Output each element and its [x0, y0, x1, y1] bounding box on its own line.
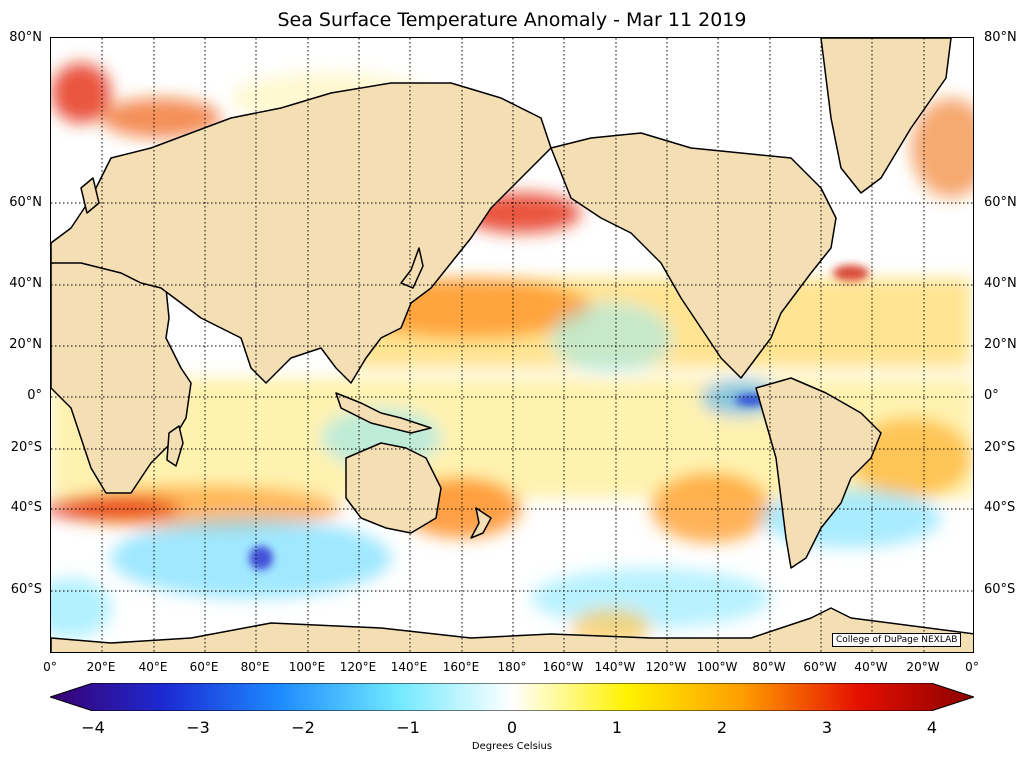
- colorbar-tick: 2: [716, 718, 728, 737]
- lon-label: 0°: [965, 660, 979, 674]
- lat-label-80n-left: 80°N: [9, 30, 42, 45]
- eurasia-land: [51, 82, 552, 384]
- lat-label-60n-left: 60°N: [9, 195, 42, 210]
- lon-label: 60°E: [189, 660, 219, 674]
- lat-label-20n-right: 20°N: [984, 337, 1017, 352]
- lon-label: 120°W: [645, 660, 687, 674]
- greenland-land: [820, 38, 952, 194]
- lat-label-20s-right: 20°S: [984, 440, 1016, 455]
- lon-label: 160°W: [542, 660, 584, 674]
- lon-label: 180°: [497, 660, 527, 674]
- lon-label: 140°E: [390, 660, 428, 674]
- lat-label-80n-right: 80°N: [984, 30, 1017, 45]
- lon-label: 120°E: [339, 660, 377, 674]
- colorbar-tick: 4: [926, 718, 938, 737]
- australia-land: [345, 442, 442, 534]
- lon-label: 0°: [43, 660, 57, 674]
- madagascar-land: [166, 425, 184, 467]
- lon-label: 160°E: [442, 660, 480, 674]
- lon-label: 80°E: [240, 660, 270, 674]
- lat-label-40n-left: 40°N: [9, 276, 42, 291]
- sst-anomaly-map: [50, 37, 974, 653]
- indonesia-land: [335, 392, 432, 434]
- lon-label: 100°W: [696, 660, 738, 674]
- map-title: Sea Surface Temperature Anomaly - Mar 11…: [277, 9, 747, 31]
- lon-label: 100°E: [288, 660, 326, 674]
- north-america-land: [550, 132, 837, 379]
- lon-label: 20°W: [906, 660, 940, 674]
- lat-label-60s-right: 60°S: [984, 582, 1016, 597]
- lon-label: 80°W: [752, 660, 786, 674]
- new-zealand-land: [470, 507, 492, 539]
- lon-label: 40°E: [138, 660, 168, 674]
- lat-label-40s-left: 40°S: [10, 500, 42, 515]
- graticule: [51, 38, 973, 652]
- lat-label-20n-left: 20°N: [9, 337, 42, 352]
- antarctica-land: [51, 607, 973, 652]
- colorbar-tick: 0: [506, 718, 518, 737]
- lat-label-60s-left: 60°S: [10, 582, 42, 597]
- colorbar-tick: 3: [821, 718, 833, 737]
- colorbar-tick: −3: [186, 718, 210, 737]
- south-america-land: [755, 377, 882, 569]
- colorbar-tick: −2: [291, 718, 315, 737]
- colorbar-tick: 1: [611, 718, 623, 737]
- lon-label: 40°W: [854, 660, 888, 674]
- colorbar-unit-label: Degrees Celsius: [471, 741, 553, 752]
- lon-label: 140°W: [594, 660, 636, 674]
- japan-land: [400, 247, 424, 289]
- colorbar: [50, 683, 974, 711]
- lat-label-eq-left: 0°: [27, 388, 42, 403]
- colorbar-tick: −1: [396, 718, 420, 737]
- land-masses: [51, 38, 973, 652]
- lat-label-40s-right: 40°S: [984, 500, 1016, 515]
- lon-label: 60°W: [803, 660, 837, 674]
- lat-label-40n-right: 40°N: [984, 276, 1017, 291]
- lat-label-eq-right: 0°: [984, 388, 999, 403]
- lat-label-60n-right: 60°N: [984, 195, 1017, 210]
- colorbar-tick: −4: [81, 718, 105, 737]
- lon-label: 20°E: [86, 660, 116, 674]
- credit-label: College of DuPage NEXLAB: [832, 633, 962, 647]
- lat-label-20s-left: 20°S: [10, 440, 42, 455]
